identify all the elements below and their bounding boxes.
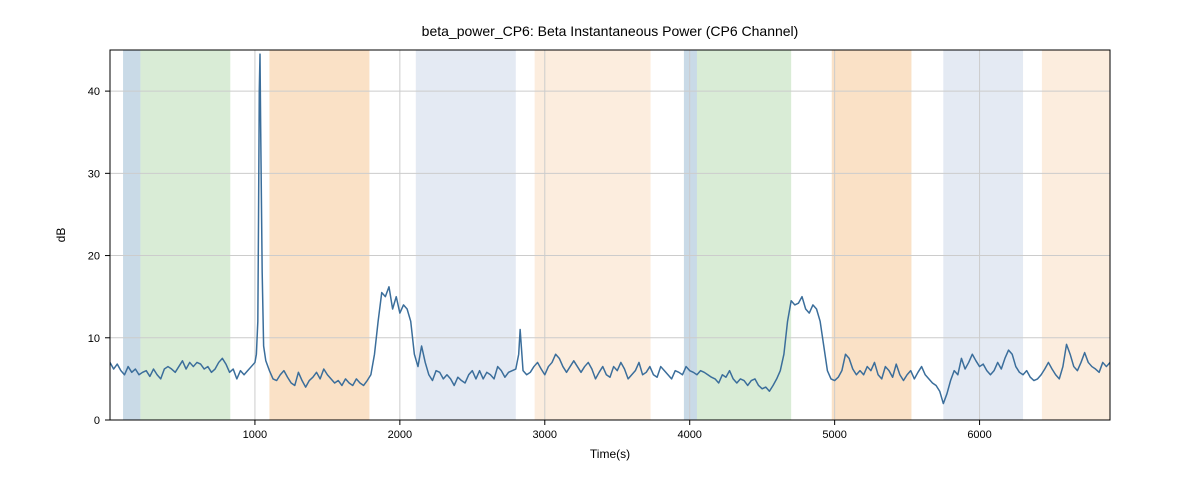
svg-text:3000: 3000 — [533, 429, 557, 441]
svg-text:2000: 2000 — [388, 429, 412, 441]
svg-text:4000: 4000 — [677, 429, 701, 441]
svg-text:0: 0 — [94, 415, 100, 427]
svg-text:20: 20 — [88, 251, 100, 263]
svg-text:30: 30 — [88, 168, 100, 180]
svg-text:40: 40 — [88, 86, 100, 98]
svg-text:6000: 6000 — [967, 429, 991, 441]
svg-text:Time(s): Time(s) — [590, 447, 630, 461]
chart-container: 1000 2000 3000 4000 5000 6000 0 10 20 30 40 Time(s)… — [0, 0, 1200, 500]
svg-text:beta_power_CP6: Beta Instantan: beta_power_CP6: Beta Instantaneous Power… — [422, 23, 799, 39]
svg-text:10: 10 — [88, 333, 100, 345]
svg-text:dB: dB — [54, 228, 68, 243]
svg-text:1000: 1000 — [243, 429, 267, 441]
svg-text:5000: 5000 — [822, 429, 846, 441]
line-chart: 1000 2000 3000 4000 5000 6000 0 10 20 30 40 Time(s)… — [0, 0, 1200, 500]
